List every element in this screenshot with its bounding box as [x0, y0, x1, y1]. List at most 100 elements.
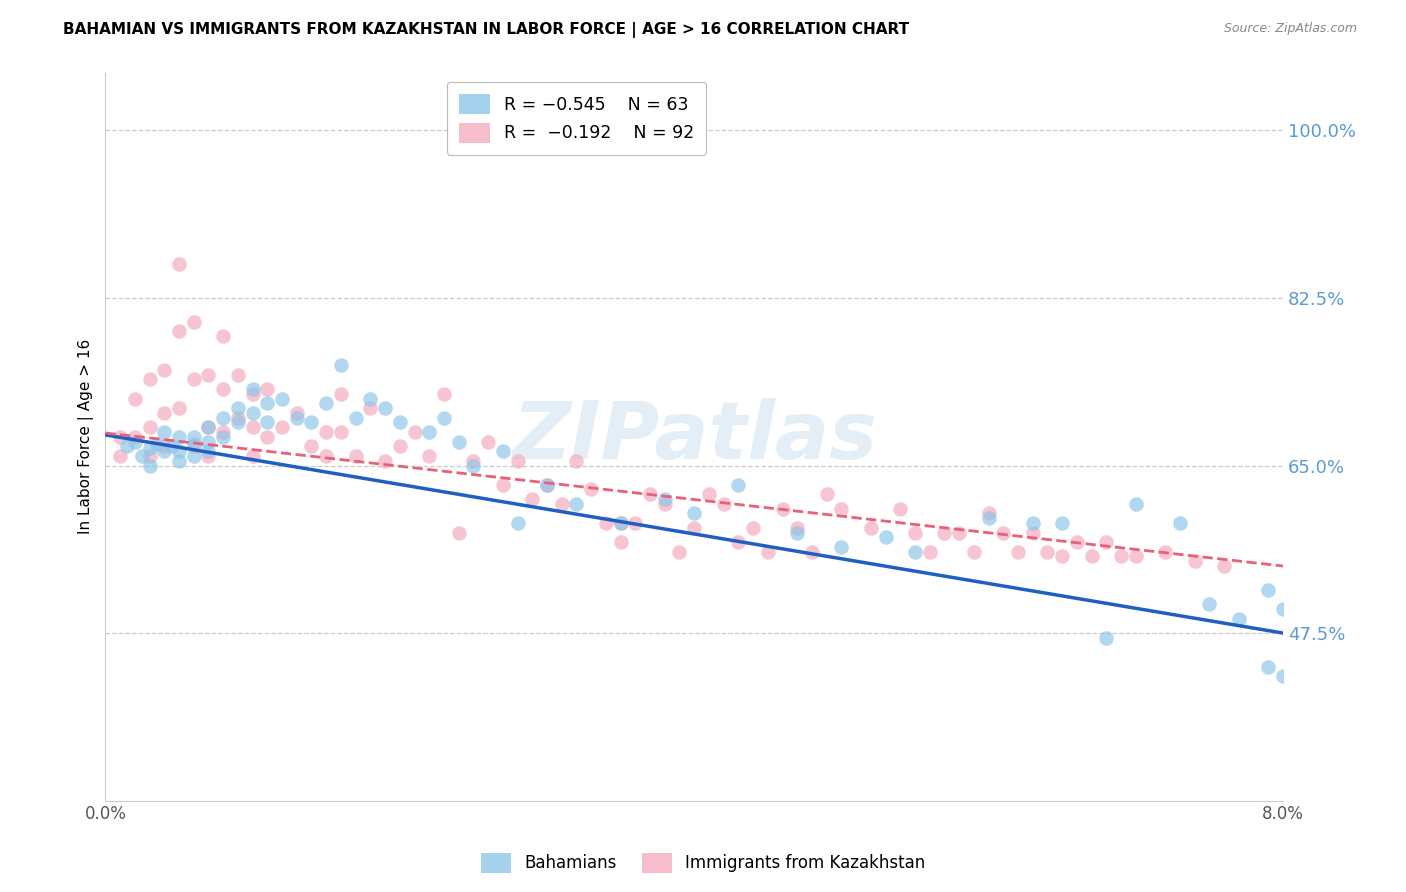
- Point: [1168, 516, 1191, 530]
- Point: [212, 329, 235, 343]
- Point: [344, 410, 367, 425]
- Point: [889, 501, 911, 516]
- Point: [1272, 602, 1295, 616]
- Legend: R = −0.545    N = 63, R =  −0.192    N = 92: R = −0.545 N = 63, R = −0.192 N = 92: [447, 82, 706, 154]
- Point: [875, 530, 897, 544]
- Point: [374, 454, 396, 468]
- Point: [565, 454, 588, 468]
- Text: Source: ZipAtlas.com: Source: ZipAtlas.com: [1223, 22, 1357, 36]
- Point: [609, 516, 631, 530]
- Point: [242, 420, 264, 434]
- Point: [212, 430, 235, 444]
- Point: [1109, 549, 1132, 564]
- Point: [772, 501, 794, 516]
- Point: [492, 477, 515, 491]
- Point: [713, 497, 735, 511]
- Point: [1036, 544, 1059, 558]
- Point: [167, 401, 190, 415]
- Point: [183, 315, 205, 329]
- Point: [1022, 516, 1045, 530]
- Point: [315, 425, 337, 439]
- Point: [153, 363, 176, 377]
- Point: [167, 444, 190, 458]
- Point: [654, 491, 676, 506]
- Point: [595, 516, 617, 530]
- Point: [859, 521, 882, 535]
- Text: ZIPatlas: ZIPatlas: [512, 398, 877, 475]
- Point: [138, 442, 160, 456]
- Point: [683, 507, 706, 521]
- Point: [388, 416, 411, 430]
- Point: [551, 497, 574, 511]
- Point: [131, 449, 153, 463]
- Point: [124, 392, 146, 406]
- Point: [242, 406, 264, 420]
- Point: [579, 483, 602, 497]
- Point: [183, 439, 205, 453]
- Point: [1022, 525, 1045, 540]
- Point: [786, 521, 808, 535]
- Point: [1007, 544, 1029, 558]
- Point: [1272, 669, 1295, 683]
- Point: [492, 444, 515, 458]
- Point: [800, 544, 823, 558]
- Point: [1257, 659, 1279, 673]
- Point: [153, 444, 176, 458]
- Point: [285, 406, 308, 420]
- Point: [624, 516, 647, 530]
- Point: [727, 477, 749, 491]
- Point: [1066, 535, 1088, 549]
- Point: [463, 454, 485, 468]
- Point: [153, 406, 176, 420]
- Point: [536, 477, 558, 491]
- Point: [948, 525, 970, 540]
- Point: [830, 540, 852, 554]
- Point: [167, 325, 190, 339]
- Point: [1095, 535, 1118, 549]
- Point: [167, 430, 190, 444]
- Point: [697, 487, 720, 501]
- Point: [1125, 549, 1147, 564]
- Point: [668, 544, 690, 558]
- Point: [1050, 549, 1073, 564]
- Point: [918, 544, 941, 558]
- Point: [344, 449, 367, 463]
- Point: [463, 458, 485, 473]
- Point: [1050, 516, 1073, 530]
- Point: [977, 511, 1000, 525]
- Point: [315, 449, 337, 463]
- Point: [447, 434, 470, 449]
- Point: [329, 358, 352, 372]
- Point: [433, 410, 456, 425]
- Point: [226, 416, 249, 430]
- Text: BAHAMIAN VS IMMIGRANTS FROM KAZAKHSTAN IN LABOR FORCE | AGE > 16 CORRELATION CHA: BAHAMIAN VS IMMIGRANTS FROM KAZAKHSTAN I…: [63, 22, 910, 38]
- Point: [226, 401, 249, 415]
- Point: [1257, 582, 1279, 597]
- Point: [1095, 631, 1118, 645]
- Point: [271, 392, 294, 406]
- Point: [1080, 549, 1102, 564]
- Point: [977, 507, 1000, 521]
- Point: [108, 430, 131, 444]
- Point: [212, 410, 235, 425]
- Point: [329, 425, 352, 439]
- Point: [609, 535, 631, 549]
- Point: [160, 439, 183, 453]
- Point: [256, 430, 278, 444]
- Point: [212, 382, 235, 396]
- Point: [536, 477, 558, 491]
- Point: [271, 420, 294, 434]
- Point: [153, 425, 176, 439]
- Point: [153, 439, 176, 453]
- Point: [301, 416, 323, 430]
- Point: [477, 434, 499, 449]
- Point: [285, 410, 308, 425]
- Point: [1184, 554, 1206, 568]
- Point: [388, 439, 411, 453]
- Point: [301, 439, 323, 453]
- Point: [934, 525, 956, 540]
- Point: [242, 449, 264, 463]
- Point: [830, 501, 852, 516]
- Point: [256, 396, 278, 410]
- Point: [197, 434, 219, 449]
